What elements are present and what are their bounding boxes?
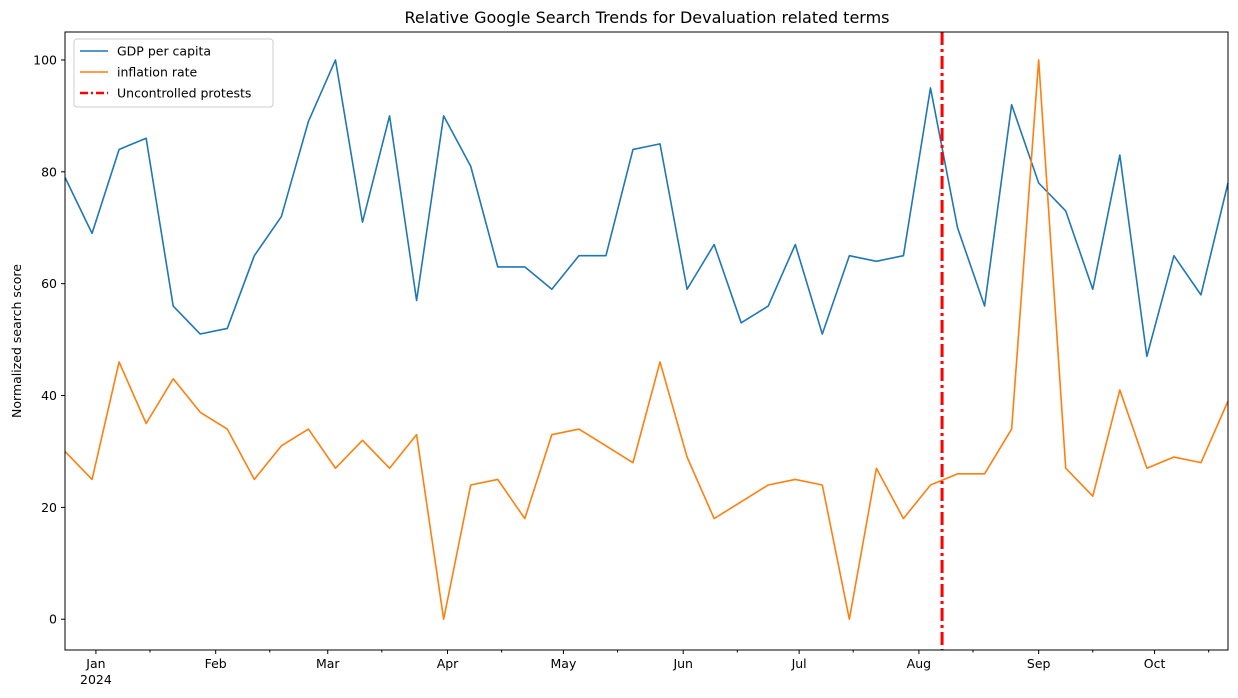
y-tick-label: 20 [41, 500, 57, 515]
x-tick-label: Jun [672, 656, 693, 671]
x-tick-label: Jul [791, 656, 807, 671]
series-line-inflation-rate [64, 59, 1229, 621]
series-line-gdp-per-capita [64, 59, 1229, 358]
y-tick-label: 100 [33, 52, 57, 67]
y-axis-label: Normalized search score [9, 264, 24, 418]
x-tick-label: Aug [907, 656, 931, 671]
y-axis-ticks: 0 20 40 60 80 100 [33, 52, 65, 627]
x-tick-label: Feb [205, 656, 227, 671]
chart-title: Relative Google Search Trends for Devalu… [404, 8, 889, 27]
series-lines [64, 59, 1229, 621]
legend-label: GDP per capita [117, 44, 211, 59]
x-tick-label: Oct [1144, 656, 1166, 671]
y-tick-label: 80 [41, 164, 57, 179]
plot-frame [64, 31, 1229, 651]
legend: GDP per capita inflation rate Uncontrolled… [73, 38, 274, 108]
x-tick-year-label: 2024 [80, 672, 112, 687]
legend-box [73, 38, 274, 108]
x-tick-label: Jan [85, 656, 105, 671]
y-tick-label: 40 [41, 388, 57, 403]
x-tick-label: Apr [437, 656, 459, 671]
y-tick-label: 60 [41, 276, 57, 291]
x-tick-label: May [551, 656, 577, 671]
legend-label: inflation rate [117, 65, 198, 80]
x-tick-label: Sep [1027, 656, 1051, 671]
legend-label: Uncontrolled protests [117, 86, 251, 101]
y-tick-label: 0 [49, 612, 57, 627]
x-tick-label: Mar [316, 656, 340, 671]
